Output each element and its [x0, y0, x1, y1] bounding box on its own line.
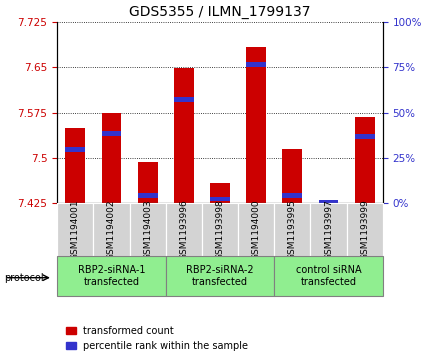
Bar [319, 201, 338, 203]
Text: GSM1193996: GSM1193996 [180, 199, 188, 260]
Bar [174, 68, 194, 203]
Text: GSM1193999: GSM1193999 [360, 199, 369, 260]
Text: GSM1193995: GSM1193995 [288, 199, 297, 260]
Bar [93, 203, 129, 256]
Bar [202, 203, 238, 256]
Text: protocol: protocol [4, 273, 44, 283]
Text: GSM1194003: GSM1194003 [143, 199, 152, 260]
Bar [355, 117, 375, 203]
Bar [238, 203, 274, 256]
Text: RBP2-siRNA-2
transfected: RBP2-siRNA-2 transfected [186, 265, 254, 287]
Bar [102, 113, 121, 203]
Text: GSM1194001: GSM1194001 [71, 199, 80, 260]
Bar [210, 183, 230, 203]
Text: GSM1194002: GSM1194002 [107, 199, 116, 260]
Text: GSM1194000: GSM1194000 [252, 199, 260, 260]
Legend: transformed count, percentile rank within the sample: transformed count, percentile rank withi… [62, 322, 252, 355]
Bar [355, 134, 375, 139]
Bar [246, 62, 266, 66]
Bar [138, 162, 158, 203]
Bar [274, 203, 311, 256]
Bar [274, 256, 383, 296]
Bar [246, 47, 266, 203]
Bar [57, 256, 166, 296]
Bar [129, 203, 166, 256]
Bar [174, 97, 194, 102]
Title: GDS5355 / ILMN_1799137: GDS5355 / ILMN_1799137 [129, 5, 311, 19]
Bar [138, 193, 158, 198]
Bar [66, 128, 85, 203]
Bar [347, 203, 383, 256]
Bar [210, 197, 230, 201]
Bar [66, 147, 85, 152]
Text: control siRNA
transfected: control siRNA transfected [296, 265, 361, 287]
Bar [102, 131, 121, 136]
Bar [57, 203, 93, 256]
Text: GSM1193997: GSM1193997 [324, 199, 333, 260]
Bar [166, 203, 202, 256]
Text: GSM1193998: GSM1193998 [216, 199, 224, 260]
Text: RBP2-siRNA-1
transfected: RBP2-siRNA-1 transfected [78, 265, 145, 287]
Bar [166, 256, 274, 296]
Bar [282, 150, 302, 203]
Bar [319, 200, 338, 205]
Bar [311, 203, 347, 256]
Bar [282, 193, 302, 198]
